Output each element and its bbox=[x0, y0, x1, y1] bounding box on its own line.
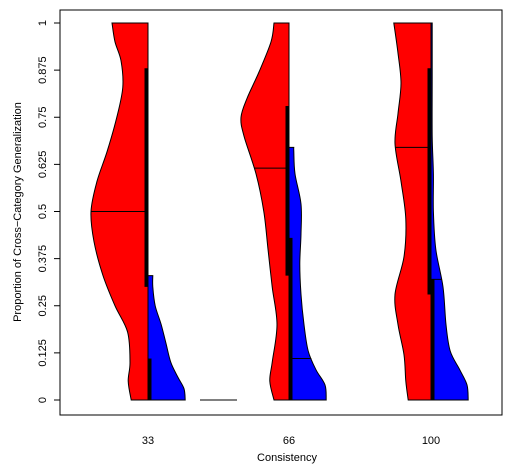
iqr-layer bbox=[144, 23, 435, 401]
y-axis: 0 0.125 0.25 0.375 0.5 0.625 0.75 0.875 1 bbox=[37, 20, 60, 403]
violin-left-100 bbox=[393, 22, 432, 401]
x-tick-label: 100 bbox=[422, 435, 440, 447]
violin-left-66 bbox=[240, 22, 290, 401]
y-tick-label: 0.375 bbox=[37, 245, 49, 273]
y-tick-label: 0.625 bbox=[37, 151, 49, 179]
y-axis-title: Proportion of Cross−Category Generalizat… bbox=[12, 102, 24, 322]
x-axis-title: Consistency bbox=[257, 452, 317, 464]
y-tick-label: 0.875 bbox=[37, 56, 49, 84]
violins-layer bbox=[90, 22, 469, 401]
y-tick-label: 0 bbox=[37, 397, 49, 403]
violin-right-66 bbox=[288, 146, 327, 401]
x-tick-label: 66 bbox=[283, 435, 295, 447]
x-axis: 33 66 100 bbox=[142, 435, 440, 447]
x-tick-label: 33 bbox=[142, 435, 154, 447]
y-tick-label: 0.25 bbox=[37, 295, 49, 316]
violin-right-33 bbox=[147, 275, 186, 401]
violin-right-100 bbox=[430, 22, 469, 401]
y-tick-label: 0.125 bbox=[37, 339, 49, 367]
y-tick-label: 0.75 bbox=[37, 107, 49, 128]
plot-frame bbox=[59, 9, 503, 416]
y-tick-label: 1 bbox=[37, 20, 49, 26]
y-tick-label: 0.5 bbox=[37, 204, 49, 219]
plot-border bbox=[59, 9, 503, 416]
